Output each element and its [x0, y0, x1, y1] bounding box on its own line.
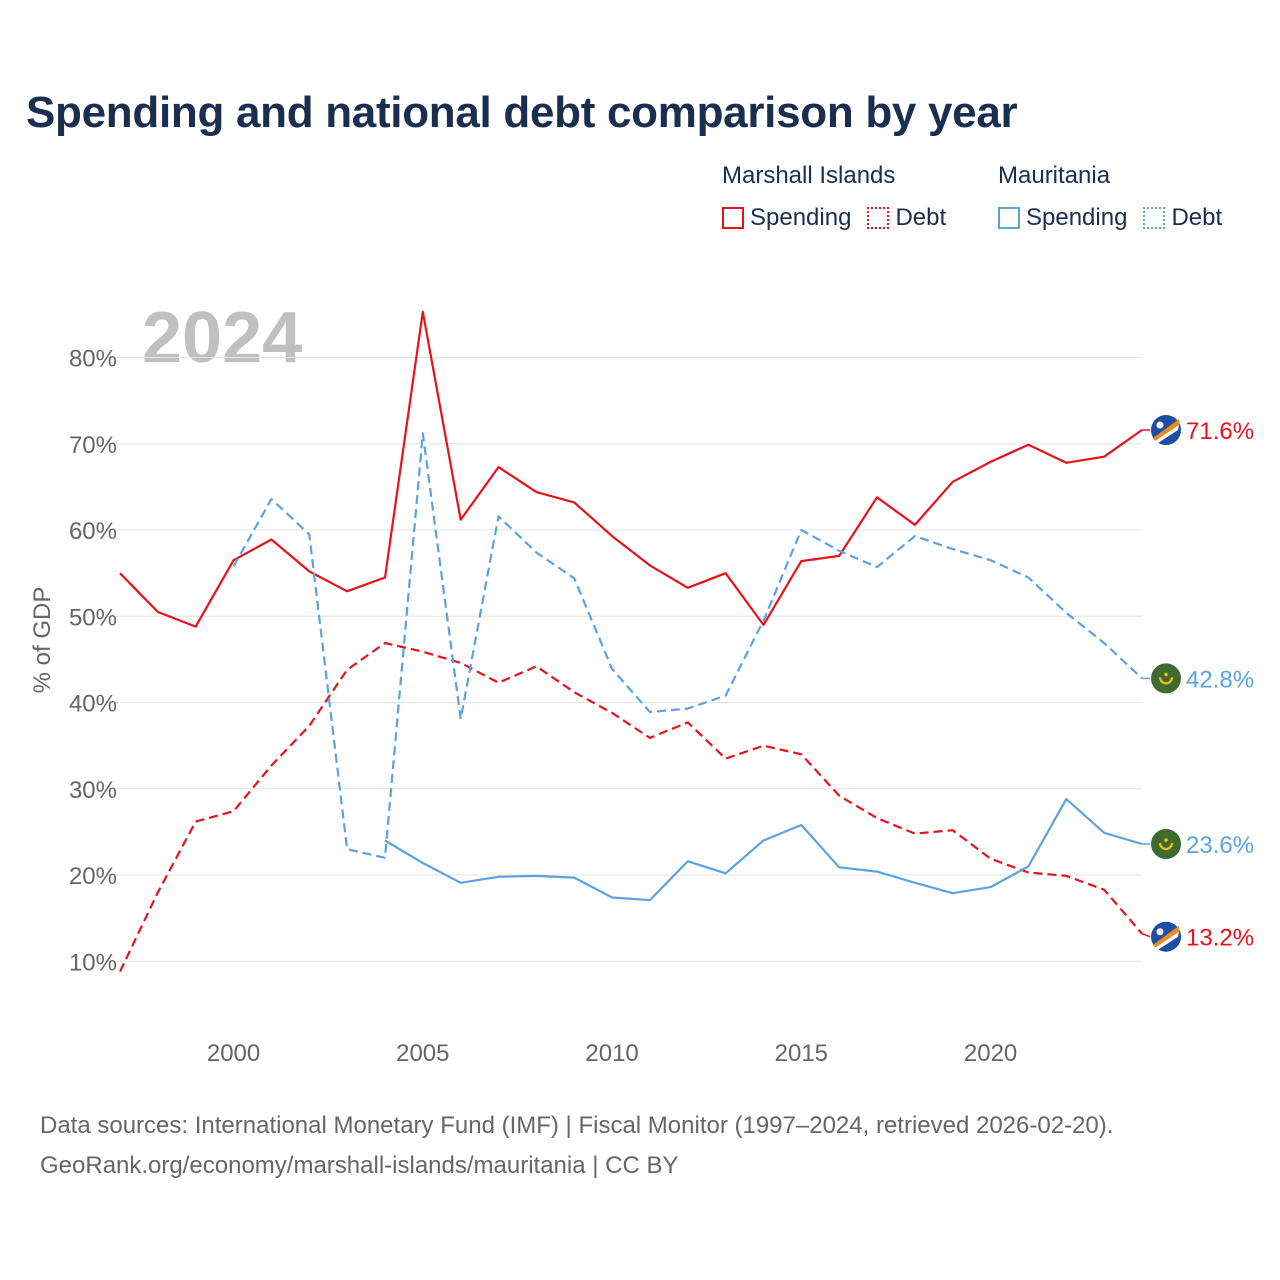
y-tick-label: 10% — [69, 949, 117, 976]
legend-group-mauritania: Mauritania Spending Debt — [998, 162, 1222, 232]
flag-white-stripe — [1155, 931, 1179, 950]
x-tick-label: 2005 — [396, 1040, 449, 1067]
flag-orange-stripe — [1153, 925, 1179, 948]
series-line-marshall-islands-spending — [119, 310, 1143, 628]
legend-title-mauritania: Mauritania — [998, 162, 1111, 189]
flag-star — [1156, 928, 1164, 936]
y-tick-label: 30% — [69, 777, 117, 804]
x-tick-label: 2020 — [964, 1040, 1017, 1067]
legend-title-marshall-islands: Marshall Islands — [722, 162, 896, 189]
flag-crescent — [1158, 842, 1174, 851]
flag-star — [1156, 421, 1164, 429]
series-line-mauritania-debt — [232, 432, 1143, 859]
y-tick-label: 50% — [69, 604, 117, 631]
legend-swatch-solid-red — [722, 207, 744, 229]
legend-label: Debt — [895, 204, 947, 231]
legend-item-mauritania-debt[interactable]: Debt — [1143, 204, 1222, 232]
y-tick-label: 20% — [69, 863, 117, 890]
flag-background — [1151, 663, 1181, 694]
year-watermark: 2024 — [142, 298, 302, 378]
legend-label: Spending — [1026, 204, 1128, 231]
x-tick-label: 2010 — [585, 1040, 638, 1067]
legend-swatch-dotted-red — [867, 207, 890, 229]
mauritania-flag-icon — [1151, 663, 1181, 694]
end-value-label: 42.8% — [1186, 666, 1254, 693]
end-value-label: 71.6% — [1186, 418, 1254, 445]
legend-item-marshall-debt[interactable]: Debt — [867, 204, 946, 232]
footer: Data sources: International Monetary Fun… — [40, 1106, 1113, 1186]
end-labels: 71.6% 13.2% 23.6% 42.8% — [1141, 415, 1254, 952]
y-tick-label: 80% — [69, 346, 117, 373]
chart-title: Spending and national debt comparison by… — [26, 88, 1018, 137]
flag-white-stripe — [1155, 425, 1179, 443]
legend-swatch-solid-blue — [998, 207, 1020, 229]
source-note: Data sources: International Monetary Fun… — [40, 1112, 1114, 1139]
series-layer — [119, 310, 1143, 973]
marshall-islands-flag-icon — [1151, 415, 1181, 445]
end-connector — [1141, 932, 1151, 938]
y-tick-label: 60% — [69, 518, 117, 545]
source-link[interactable]: GeoRank.org/economy/marshall-islands/mau… — [40, 1152, 679, 1179]
flag-star — [1164, 672, 1168, 677]
series-line-mauritania-spending — [384, 797, 1143, 902]
legend-item-marshall-spending[interactable]: Spending — [722, 204, 851, 232]
series-line-marshall-islands-debt — [119, 641, 1143, 973]
y-axis-label: % of GDP — [29, 587, 56, 694]
mauritania-flag-icon — [1151, 829, 1181, 859]
x-tick-label: 2015 — [775, 1040, 828, 1067]
y-tick-label: 40% — [69, 691, 117, 718]
y-axis-ticks: 10% 20% 30% 40% 50% 60% 70% 80% — [69, 346, 117, 977]
flag-orange-stripe — [1153, 419, 1179, 441]
x-axis-ticks: 2000 2005 2010 2015 2020 — [207, 1040, 1017, 1067]
marshall-islands-flag-icon — [1151, 921, 1181, 952]
gridlines — [106, 357, 1142, 962]
legend-label: Spending — [750, 204, 852, 231]
legend-swatch-dotted-blue — [1143, 207, 1166, 229]
flag-background — [1151, 829, 1181, 859]
end-value-label: 23.6% — [1186, 832, 1254, 859]
y-tick-label: 70% — [69, 432, 117, 459]
legend-item-mauritania-spending[interactable]: Spending — [998, 204, 1127, 232]
legend-group-marshall-islands: Marshall Islands Spending Debt — [722, 162, 946, 232]
x-tick-label: 2000 — [207, 1040, 260, 1067]
end-value-label: 13.2% — [1186, 925, 1254, 952]
legend-label: Debt — [1171, 204, 1223, 231]
flag-crescent — [1158, 677, 1174, 685]
flag-star — [1164, 838, 1168, 842]
